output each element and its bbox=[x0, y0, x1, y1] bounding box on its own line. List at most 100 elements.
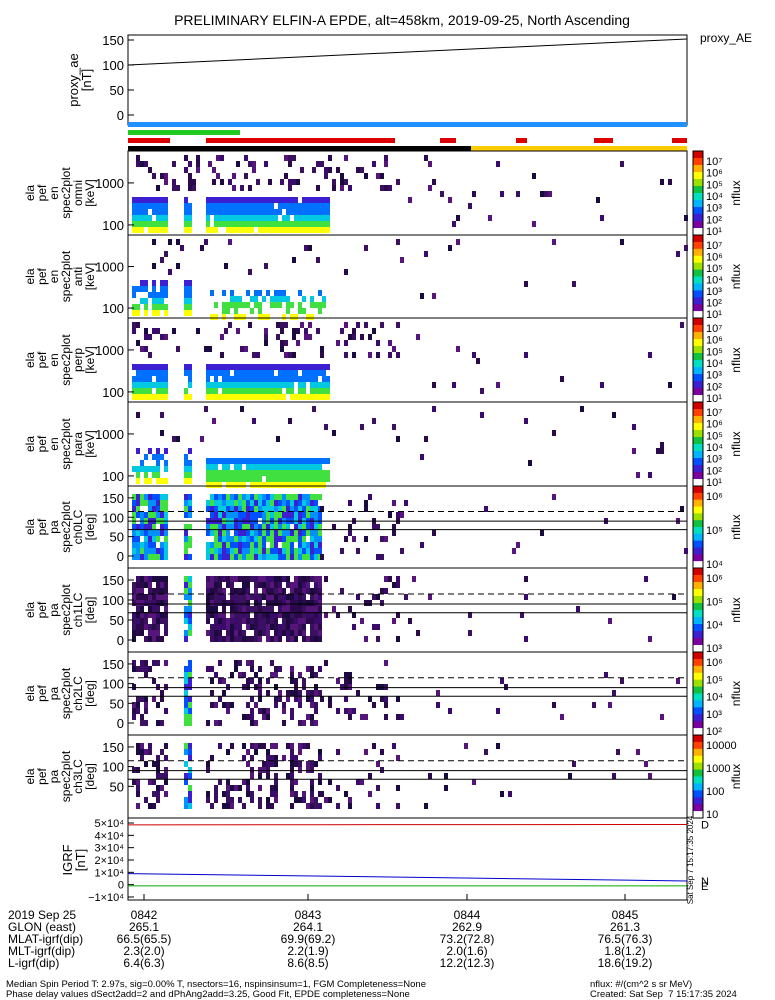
spectrogram-cell bbox=[230, 588, 234, 594]
spectrogram-cell bbox=[318, 576, 322, 582]
spectrogram-cell bbox=[254, 215, 258, 221]
spectrogram-cell bbox=[184, 576, 188, 582]
spectrogram-cell bbox=[226, 394, 230, 400]
spectrogram-cell bbox=[306, 636, 310, 642]
spectrogram-cell bbox=[266, 530, 270, 536]
spectrogram-cell bbox=[294, 600, 298, 606]
spectrogram-cell bbox=[290, 749, 294, 755]
spectrogram-cell bbox=[364, 714, 368, 720]
spectrogram-cell bbox=[310, 314, 314, 320]
spectrogram-cell bbox=[278, 470, 282, 476]
spectrogram-cell bbox=[396, 352, 400, 358]
spectrogram-cell bbox=[238, 600, 242, 606]
spectrogram-cell bbox=[278, 203, 282, 209]
colorbar-segment bbox=[693, 269, 703, 277]
spectrogram-cell bbox=[298, 548, 302, 554]
panel-ylabel: pef bbox=[35, 184, 49, 201]
spectrogram-cell bbox=[302, 197, 306, 203]
spectrogram-cell bbox=[332, 430, 336, 436]
spectrogram-cell bbox=[152, 310, 156, 316]
spectrogram-cell bbox=[300, 167, 304, 173]
spectrogram-cell bbox=[296, 340, 300, 346]
spectrogram-cell bbox=[210, 524, 214, 530]
spectrogram-cell bbox=[234, 506, 238, 512]
spectrogram-cell bbox=[396, 612, 400, 618]
spectrogram-cell bbox=[140, 524, 144, 530]
spectrogram-cell bbox=[306, 209, 310, 215]
colorbar-segment bbox=[693, 492, 703, 501]
spectrogram-cell bbox=[144, 370, 148, 376]
spectrogram-cell bbox=[148, 548, 152, 554]
spectrogram-cell bbox=[344, 684, 348, 690]
spectrogram-cell bbox=[290, 755, 294, 761]
colorbar-segment bbox=[693, 374, 703, 382]
spectrogram-cell bbox=[230, 612, 234, 618]
spectrogram-cell bbox=[164, 209, 168, 215]
spectrogram-cell bbox=[238, 458, 242, 464]
spectrogram-cell bbox=[152, 209, 156, 215]
spectrogram-cell bbox=[302, 524, 306, 530]
spectrogram-cell bbox=[302, 791, 306, 797]
spectrogram-cell bbox=[184, 630, 188, 636]
spectrogram-cell bbox=[258, 364, 262, 370]
spectrogram-cell bbox=[620, 161, 624, 167]
spectrogram-cell bbox=[206, 797, 210, 803]
spectrogram-panel-1: 1000100elapefenspec2plotanti[keV]10⁷10⁶1… bbox=[23, 234, 743, 321]
spectrogram-cell bbox=[132, 286, 136, 292]
spectrogram-cell bbox=[680, 322, 684, 328]
spectrogram-cell bbox=[206, 606, 210, 612]
spectrogram-cell bbox=[266, 714, 270, 720]
spectrogram-cell bbox=[290, 743, 294, 749]
spectrogram-cell bbox=[322, 382, 326, 388]
spectrogram-cell bbox=[210, 548, 214, 554]
colorbar-segment bbox=[693, 241, 703, 250]
spectrogram-cell bbox=[294, 470, 298, 476]
panel-ylabel: pef bbox=[35, 684, 49, 701]
spectrogram-cell bbox=[148, 630, 152, 636]
spectrogram-cell bbox=[392, 500, 396, 506]
spectrogram-cell bbox=[274, 394, 278, 400]
spectrogram-cell bbox=[284, 322, 288, 328]
spectrogram-cell bbox=[360, 167, 364, 173]
spectrogram-cell bbox=[218, 548, 222, 554]
spectrogram-cell bbox=[148, 364, 152, 370]
spectrogram-cell bbox=[140, 630, 144, 636]
spectrogram-cell bbox=[270, 500, 274, 506]
spectrogram-cell bbox=[160, 173, 164, 179]
spectrogram-cell bbox=[524, 594, 528, 600]
spectrogram-cell bbox=[448, 708, 452, 714]
spectrogram-cell bbox=[152, 500, 156, 506]
spectrogram-panel-4: 150100500elapefpaspec2plotch0LC[deg]10⁶1… bbox=[23, 485, 743, 571]
spectrogram-cell bbox=[214, 494, 218, 500]
spectrogram-cell bbox=[278, 690, 282, 696]
colorbar-label: 10³ bbox=[706, 643, 722, 655]
spectrogram-cell bbox=[242, 618, 246, 624]
spectrogram-cell bbox=[156, 298, 160, 304]
spectrogram-cell bbox=[266, 749, 270, 755]
spectrogram-cell bbox=[160, 588, 164, 594]
spectrogram-cell bbox=[184, 797, 188, 803]
spectrogram-cell bbox=[136, 304, 140, 310]
spectrogram-cell bbox=[222, 618, 226, 624]
spectrogram-cell bbox=[210, 314, 214, 320]
spectrogram-cell bbox=[312, 167, 316, 173]
spectrogram-cell bbox=[184, 472, 188, 478]
spectrogram-cell bbox=[310, 767, 314, 773]
spectrogram-cell bbox=[274, 618, 278, 624]
spectrogram-cell bbox=[660, 448, 664, 454]
spectrogram-cell bbox=[326, 388, 330, 394]
spectrogram-cell bbox=[306, 576, 310, 582]
colorbar-segment bbox=[693, 748, 703, 757]
panel-tick-label: 150 bbox=[102, 657, 124, 672]
spectrogram-cell bbox=[286, 227, 290, 233]
spectrogram-cell bbox=[210, 542, 214, 548]
spectrogram-cell bbox=[266, 215, 270, 221]
spectrogram-cell bbox=[140, 542, 144, 548]
spectrogram-cell bbox=[286, 364, 290, 370]
spectrogram-cell bbox=[294, 684, 298, 690]
spectrogram-cell bbox=[226, 500, 230, 506]
spectrogram-cell bbox=[302, 600, 306, 606]
spectrogram-cell bbox=[266, 482, 270, 488]
spectrogram-cell bbox=[160, 720, 164, 726]
spectrogram-cell bbox=[140, 376, 144, 382]
